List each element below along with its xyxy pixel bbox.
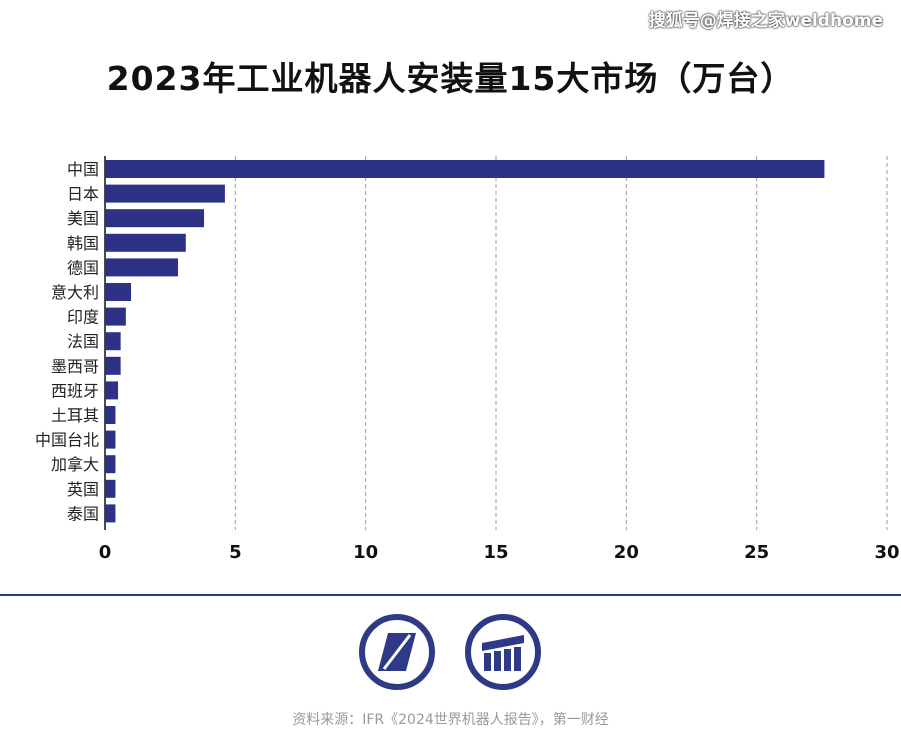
category-label: 英国: [67, 480, 99, 499]
category-label: 泰国: [67, 504, 99, 523]
bar: [105, 160, 825, 178]
bar: [105, 479, 116, 498]
category-label: 法国: [67, 332, 99, 351]
x-tick-label: 10: [353, 542, 378, 563]
x-tick-label: 20: [614, 542, 639, 563]
grid-layer: [104, 156, 888, 530]
bar: [105, 258, 178, 277]
x-tick-label: 15: [483, 542, 508, 563]
divider-line: [0, 594, 901, 596]
watermark-text: 搜狐号@焊接之家weldhome: [648, 11, 883, 31]
x-tick-label: 0: [99, 542, 112, 563]
bar: [105, 307, 126, 326]
bar: [105, 283, 132, 301]
category-label: 韩国: [67, 234, 99, 253]
bar: [105, 332, 121, 351]
category-label: 印度: [67, 308, 99, 327]
source-note: 资料来源：IFR《2024世界机器人报告》，第一财经: [292, 712, 609, 728]
category-label: 意大利: [51, 283, 99, 302]
category-label: 加拿大: [51, 455, 99, 474]
category-label: 土耳其: [51, 406, 99, 425]
bar: [105, 356, 121, 375]
category-label: 中国: [67, 160, 99, 179]
bar: [105, 430, 116, 449]
tick-label-layer: 0 5 10 15 20 25 30: [99, 542, 900, 563]
bar: [105, 184, 225, 203]
bar: [105, 406, 116, 424]
category-label: 墨西哥: [51, 357, 99, 376]
category-label: 日本: [67, 185, 99, 204]
bar: [105, 209, 205, 228]
bar: [105, 455, 116, 474]
bar: [105, 504, 116, 523]
x-tick-label: 30: [874, 542, 899, 563]
diamond-logo-icon: [359, 614, 435, 690]
category-label: 西班牙: [51, 381, 99, 400]
category-label: 德国: [67, 258, 99, 277]
chart-title: 2023年工业机器人安装量15大市场（万台）: [106, 59, 795, 98]
x-tick-label: 5: [229, 542, 242, 563]
columns-logo-icon: [465, 614, 541, 690]
bar-layer: [105, 160, 825, 523]
bar: [105, 233, 186, 252]
category-label: 美国: [67, 209, 99, 228]
category-label: 中国台北: [35, 431, 99, 450]
bar: [105, 381, 119, 400]
x-tick-label: 25: [744, 542, 769, 563]
